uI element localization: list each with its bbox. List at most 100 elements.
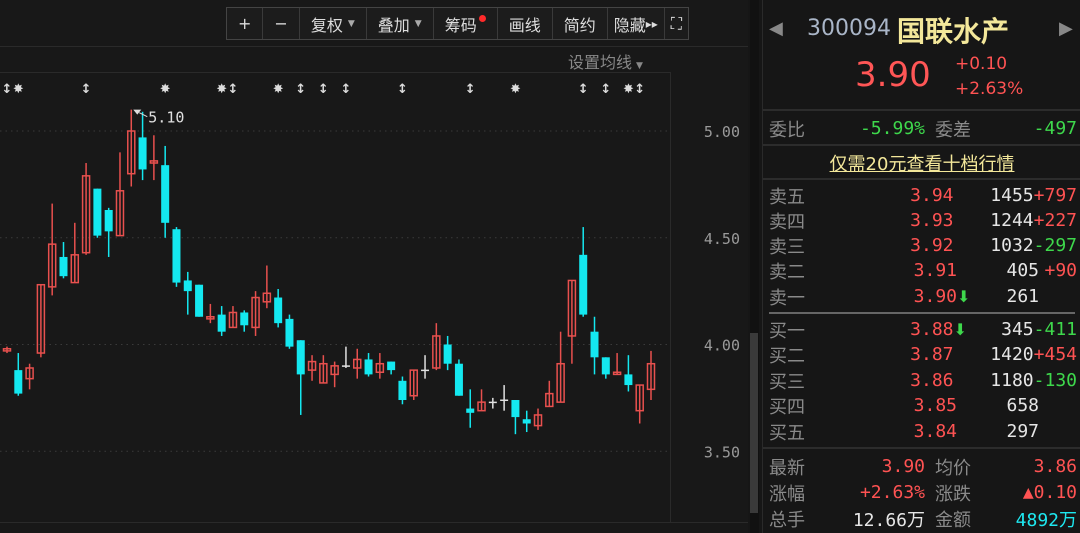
level-label: 卖一 bbox=[769, 287, 805, 309]
stat-value: 3.86 bbox=[1033, 456, 1077, 477]
weibi-row: 委比 -5.99% 委差 -497 bbox=[769, 116, 1077, 141]
caret-down-icon: ▼ bbox=[347, 18, 355, 29]
event-marker-icon: ↕ bbox=[81, 82, 92, 97]
overlay-dropdown[interactable]: 叠加 ▼ bbox=[367, 8, 434, 39]
candle-body bbox=[624, 374, 633, 386]
stat-value: 12.66万 bbox=[852, 509, 925, 531]
level2-promo-link[interactable]: 仅需20元查看十档行情 bbox=[829, 154, 1015, 175]
candle-body bbox=[206, 315, 215, 320]
candle-body bbox=[421, 369, 430, 372]
level-price: 3.88 bbox=[910, 319, 954, 340]
candle-body bbox=[14, 370, 23, 394]
chips-button[interactable]: 筹码 bbox=[434, 8, 498, 39]
zoom-out-button[interactable]: − bbox=[263, 8, 300, 39]
candle-body bbox=[81, 175, 91, 254]
level-price: 3.94 bbox=[910, 185, 954, 206]
peak-price-label: 5.10 bbox=[148, 109, 184, 127]
level-label: 买五 bbox=[769, 422, 805, 444]
level-label: 卖四 bbox=[769, 211, 805, 233]
divider bbox=[763, 178, 1080, 180]
level-delta: -411 bbox=[1033, 319, 1077, 340]
level-label: 买二 bbox=[769, 345, 805, 367]
level-price: 3.86 bbox=[910, 370, 954, 391]
y-tick-label: 5.00 bbox=[704, 123, 740, 141]
down-arrow-icon: ⬇ bbox=[953, 320, 967, 339]
zoom-in-button[interactable]: + bbox=[227, 8, 264, 39]
bid-row[interactable]: 买四 3.85 658 bbox=[769, 393, 1077, 418]
stat-row: 最新 3.90 均价 3.86 bbox=[769, 454, 1077, 479]
chips-label: 筹码 bbox=[444, 15, 477, 35]
candle-body bbox=[500, 399, 509, 402]
candle-body bbox=[352, 358, 362, 369]
level-price: 3.92 bbox=[910, 235, 954, 256]
hide-button[interactable]: 隐藏 ▸▸ bbox=[608, 8, 665, 39]
candle-body bbox=[409, 369, 418, 397]
candle-body bbox=[296, 340, 305, 375]
stat-row: 总手 12.66万 金额 4892万 bbox=[769, 506, 1077, 531]
fullscreen-button[interactable]: ⛶ bbox=[665, 8, 688, 39]
bid-ask-divider bbox=[769, 312, 1075, 314]
simple-mode-button[interactable]: 简约 bbox=[553, 8, 608, 39]
ma-setting-dropdown[interactable]: 设置均线 ▼ bbox=[568, 49, 643, 73]
draw-line-button[interactable]: 画线 bbox=[498, 8, 553, 39]
price-change-pct: +2.63% bbox=[955, 79, 1024, 99]
level-label: 卖二 bbox=[769, 261, 805, 283]
level-volume: 1180 bbox=[990, 370, 1034, 391]
next-stock-button[interactable]: ▶ bbox=[1059, 18, 1073, 39]
candle-body bbox=[59, 256, 68, 277]
scrollbar-thumb[interactable] bbox=[750, 333, 758, 513]
event-marker-icon: ✸ bbox=[510, 82, 521, 97]
ask-row[interactable]: 卖五 3.94 1455 +797 bbox=[769, 183, 1077, 208]
bid-row[interactable]: 买一 3.88 ⬇ 345 -411 bbox=[769, 317, 1077, 342]
level-delta: -130 bbox=[1033, 370, 1077, 391]
peak-leader-line bbox=[139, 112, 148, 118]
candle-body bbox=[533, 414, 543, 427]
event-marker-icon: ↕ bbox=[600, 82, 611, 97]
stat-label: 涨跌 bbox=[935, 483, 971, 505]
weibi-label: 委比 bbox=[769, 119, 805, 141]
current-price: 3.90 bbox=[855, 55, 931, 95]
candle-body bbox=[556, 362, 565, 403]
level-price: 3.87 bbox=[910, 344, 954, 365]
level-delta: +90 bbox=[1044, 260, 1077, 281]
y-tick-label: 4.00 bbox=[704, 337, 740, 355]
bid-row[interactable]: 买三 3.86 1180 -130 bbox=[769, 368, 1077, 393]
candle-body bbox=[307, 360, 317, 371]
level-delta: +454 bbox=[1033, 344, 1077, 365]
level-volume: 1244 bbox=[990, 210, 1034, 231]
level-volume: 297 bbox=[1006, 421, 1039, 442]
divider bbox=[763, 109, 1080, 111]
candle-body bbox=[522, 419, 531, 424]
stat-value: 3.90 bbox=[881, 456, 925, 477]
level-delta: +227 bbox=[1033, 210, 1077, 231]
event-marker-icon: ✸ bbox=[216, 82, 227, 97]
divider bbox=[763, 144, 1080, 146]
candle-body bbox=[330, 365, 339, 376]
fuquan-dropdown[interactable]: 复权 ▼ bbox=[300, 8, 367, 39]
event-marker-icon: ↕ bbox=[340, 82, 351, 97]
candle-body bbox=[127, 130, 136, 175]
bid-row[interactable]: 买二 3.87 1420 +454 bbox=[769, 342, 1077, 367]
event-marker-icon: ↕ bbox=[2, 82, 13, 97]
level-label: 卖五 bbox=[769, 186, 805, 208]
ask-row[interactable]: 卖一 3.90 ⬇ 261 bbox=[769, 284, 1077, 309]
bid-row[interactable]: 买五 3.84 297 bbox=[769, 419, 1077, 444]
event-marker-icon: ↕ bbox=[634, 82, 645, 97]
ask-row[interactable]: 卖二 3.91 405 +90 bbox=[769, 258, 1077, 283]
overlay-label: 叠加 bbox=[377, 15, 410, 35]
event-marker-icon: ↕ bbox=[318, 82, 329, 97]
event-marker-icon: ✸ bbox=[13, 82, 24, 97]
level-label: 卖三 bbox=[769, 236, 805, 258]
event-marker-icon: ✸ bbox=[623, 82, 634, 97]
kline-chart[interactable]: + − 复权 ▼ 叠加 ▼ 筹码 画线 简约 隐藏 ▸▸ ⛶ 设置均线 ▼ 5.00 4.… bbox=[0, 0, 748, 533]
scrollbar-track[interactable] bbox=[750, 0, 759, 533]
ask-row[interactable]: 卖四 3.93 1244 +227 bbox=[769, 208, 1077, 233]
candle-body bbox=[635, 384, 644, 412]
ask-row[interactable]: 卖三 3.92 1032 -297 bbox=[769, 233, 1077, 258]
level-delta: -297 bbox=[1033, 235, 1077, 256]
event-marker-icon: ↕ bbox=[295, 82, 306, 97]
event-marker-icon: ↕ bbox=[578, 82, 589, 97]
divider bbox=[0, 522, 748, 523]
prev-stock-button[interactable]: ◀ bbox=[769, 18, 783, 39]
candle-body bbox=[161, 165, 170, 223]
